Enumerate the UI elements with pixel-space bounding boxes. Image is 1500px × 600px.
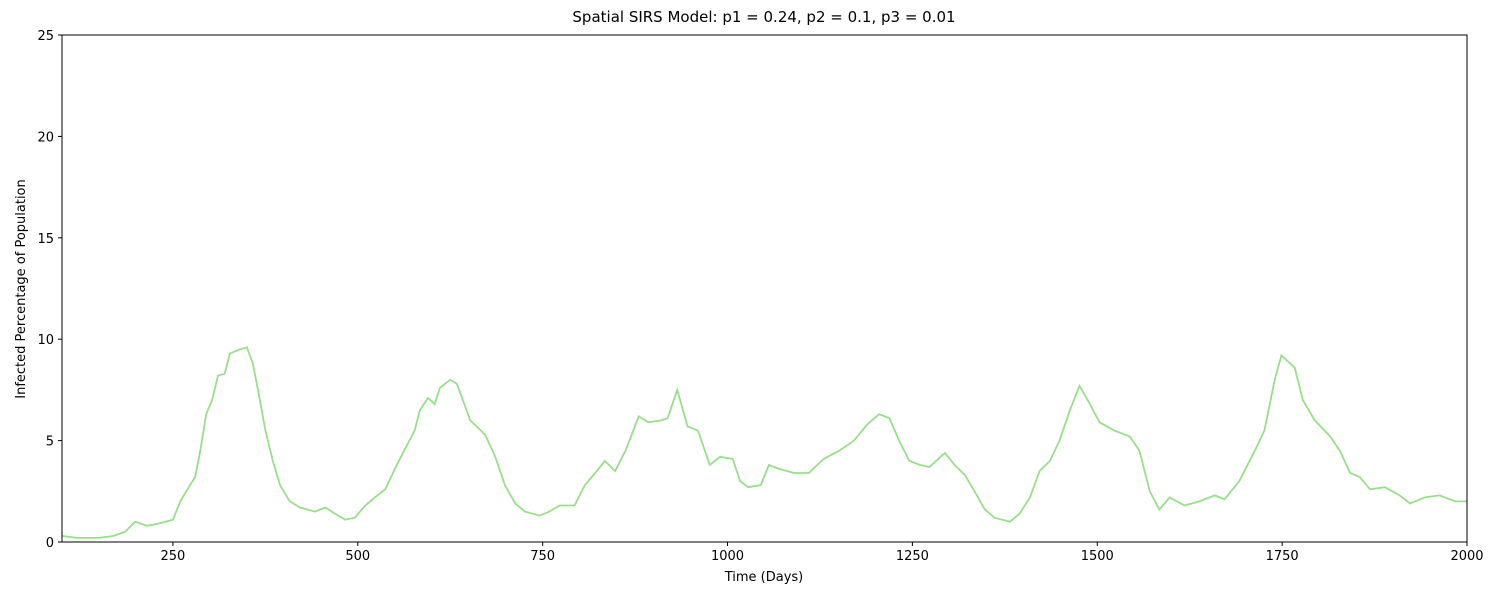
x-tick-label: 1250	[896, 549, 929, 564]
x-tick-label: 1000	[711, 549, 744, 564]
plot-frame	[61, 34, 1468, 543]
y-tick-label: 25	[37, 29, 54, 44]
y-tick-label: 20	[37, 130, 54, 145]
y-tick-label: 5	[46, 435, 54, 450]
data-line	[61, 346, 1467, 539]
x-tick-label: 750	[530, 549, 555, 564]
y-tick-label: 15	[37, 232, 54, 247]
x-axis-label: Time (Days)	[724, 570, 804, 585]
x-tick-label: 500	[345, 549, 370, 564]
x-tick-label: 250	[161, 549, 186, 564]
x-tick-label: 2000	[1450, 549, 1483, 564]
y-axis-label: Infected Percentage of Population	[14, 179, 29, 399]
y-tick-label: 0	[46, 536, 54, 551]
x-tick-label: 1750	[1266, 549, 1299, 564]
chart-title: Spatial SIRS Model: p1 = 0.24, p2 = 0.1,…	[572, 8, 955, 26]
x-tick-label: 1500	[1081, 549, 1114, 564]
y-tick-label: 10	[37, 333, 54, 348]
